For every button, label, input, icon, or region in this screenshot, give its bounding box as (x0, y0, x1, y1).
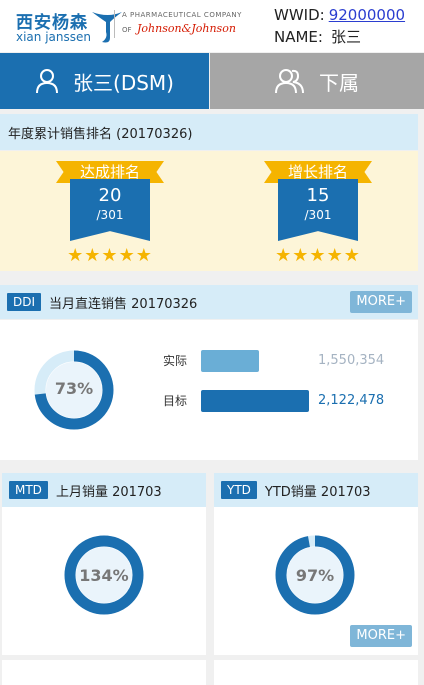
mtd-card: 134% (2, 507, 206, 655)
header-divider (114, 10, 115, 38)
mtd-detail-card (2, 660, 206, 685)
growth-rank-total: /301 (304, 208, 332, 222)
ddi-badge: DDI (7, 293, 42, 311)
mtd-header: MTD 上月销量 201703 (2, 473, 206, 507)
achievement-rank-ribbon: 达成排名 20 /301 ★★★★★ (56, 157, 164, 267)
mtd-percent: 134% (79, 566, 129, 585)
achievement-rank-value: 20 (98, 185, 122, 206)
ddi-actual-value: 1,550,354 (318, 353, 385, 368)
mtd-donut-arc (64, 535, 144, 615)
ddi-header: DDI 当月直连销售 20170326 MORE+ (0, 285, 418, 319)
ddi-target-value: 2,122,478 (318, 393, 385, 408)
ddi-actual-label: 实际 (163, 354, 188, 368)
mtd-badge: MTD (9, 481, 48, 499)
ddi-donut-arc (34, 350, 114, 430)
ddi-actual-bar (201, 350, 260, 372)
ddi-donut (34, 350, 114, 430)
person-icon (36, 69, 59, 94)
name-label: NAME: (274, 28, 323, 46)
wwid-row: WWID: 92000000 (274, 6, 405, 24)
ytd-badge: YTD (221, 481, 257, 499)
name-row: NAME: 张三 (274, 26, 361, 47)
ytd-donut-center (287, 547, 343, 603)
name-value: 张三 (330, 28, 361, 46)
ddi-target-bar (201, 390, 309, 412)
mtd-donut-center (76, 547, 132, 603)
achievement-stars: ★★★★★ (67, 245, 153, 266)
ranking-title: 年度累计销售排名 (20170326) (8, 126, 193, 142)
ytd-title: YTD销量 201703 (264, 484, 371, 500)
growth-stars: ★★★★★ (275, 245, 361, 266)
growth-rank-value: 15 (306, 185, 330, 206)
ddi-more-button[interactable]: MORE+ (350, 291, 412, 313)
brand-name-en: xian janssen (16, 30, 91, 44)
tab-subordinates-label: 下属 (319, 70, 359, 95)
ytd-percent: 97% (295, 566, 335, 585)
ddi-donut-center (46, 362, 102, 418)
achievement-rank-label: 达成排名 (56, 161, 164, 183)
ytd-header: YTD YTD销量 201703 (214, 473, 418, 507)
ddi-card: 73% 实际 1,550,354 目标 2,122,478 (0, 320, 418, 460)
achievement-rank-badge: 20 /301 (70, 179, 150, 241)
janssen-mark-icon (92, 12, 122, 43)
wwid-label: WWID: (274, 6, 325, 24)
tab-self[interactable]: 张三(DSM) (0, 53, 209, 109)
ytd-more-button[interactable]: MORE+ (350, 625, 412, 647)
ytd-donut-arc (275, 535, 355, 615)
mtd-donut (64, 535, 144, 615)
wwid-link[interactable]: 92000000 (328, 6, 406, 24)
growth-rank-label: 增长排名 (264, 161, 372, 183)
ddi-percent: 73% (54, 379, 94, 398)
ddi-target-label: 目标 (163, 394, 188, 408)
ranking-panel: 达成排名 20 /301 ★★★★★ 增长排名 15 /301 ★★★★★ (0, 151, 418, 271)
ytd-card: 97% MORE+ (214, 507, 418, 655)
tab-subordinates[interactable]: 下属 (210, 53, 424, 109)
ddi-title: 当月直连销售 20170326 (49, 296, 198, 312)
brand-name-cn: 西安杨森 (16, 13, 88, 33)
ytd-donut (275, 535, 355, 615)
company-tagline: A PHARMACEUTICAL COMPANY (122, 11, 242, 19)
growth-rank-ribbon: 增长排名 15 /301 ★★★★★ (264, 157, 372, 267)
group-icon (275, 69, 304, 94)
company-of: OF (122, 26, 132, 34)
ytd-detail-card (214, 660, 418, 685)
tab-self-label: 张三(DSM) (73, 70, 174, 95)
achievement-rank-total: /301 (96, 208, 124, 222)
growth-rank-badge: 15 /301 (278, 179, 358, 241)
johnson-johnson-logo: Johnson&Johnson (137, 22, 236, 35)
xian-janssen-logo: 西安杨森 xian janssen (16, 6, 122, 46)
mtd-title: 上月销量 201703 (55, 484, 162, 500)
app-header: 西安杨森 xian janssen A PHARMACEUTICAL COMPA… (0, 0, 424, 52)
ranking-header: 年度累计销售排名 (20170326) (0, 114, 418, 150)
